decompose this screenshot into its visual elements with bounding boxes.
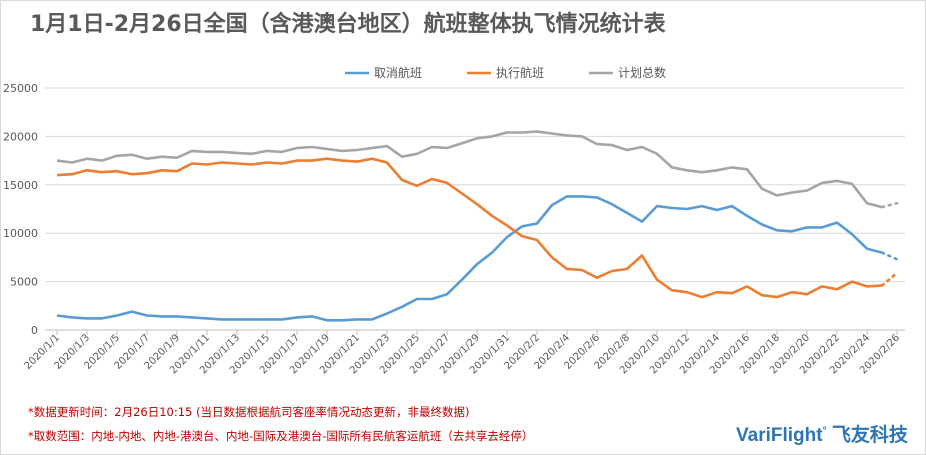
chart-title: 1月1日-2月26日全国（含港澳台地区）航班整体执飞情况统计表 bbox=[30, 12, 666, 37]
logo-en: VariFlight bbox=[736, 425, 823, 446]
y-tick-label: 15000 bbox=[3, 179, 38, 192]
legend-label: 执行航班 bbox=[496, 65, 544, 80]
y-tick-label: 20000 bbox=[3, 130, 38, 143]
y-tick-label: 10000 bbox=[3, 227, 38, 240]
series-projection-2 bbox=[880, 271, 899, 287]
y-tick-label: 25000 bbox=[3, 82, 38, 95]
logo-cn: 飞友科技 bbox=[831, 425, 908, 446]
variflight-logo: VariFlight° 飞友科技 bbox=[736, 425, 908, 446]
series-line-1 bbox=[56, 195, 883, 322]
update-time-note: *数据更新时间：2月26日10:15 (当日数据根据航司客座率情况动态更新，非最… bbox=[28, 405, 470, 419]
y-tick-label: 0 bbox=[31, 324, 38, 337]
legend-label: 计划总数 bbox=[618, 65, 666, 80]
scope-note: *取数范围：内地-内地、内地-港澳台、内地-国际及港澳台-国际所有民航客运航班（… bbox=[28, 429, 534, 443]
series-line-3 bbox=[56, 130, 883, 209]
y-tick-label: 5000 bbox=[10, 276, 38, 289]
series-line-2 bbox=[56, 157, 883, 299]
series-projection-1 bbox=[880, 251, 899, 261]
legend-label: 取消航班 bbox=[374, 65, 422, 80]
series-projection-3 bbox=[880, 201, 899, 209]
